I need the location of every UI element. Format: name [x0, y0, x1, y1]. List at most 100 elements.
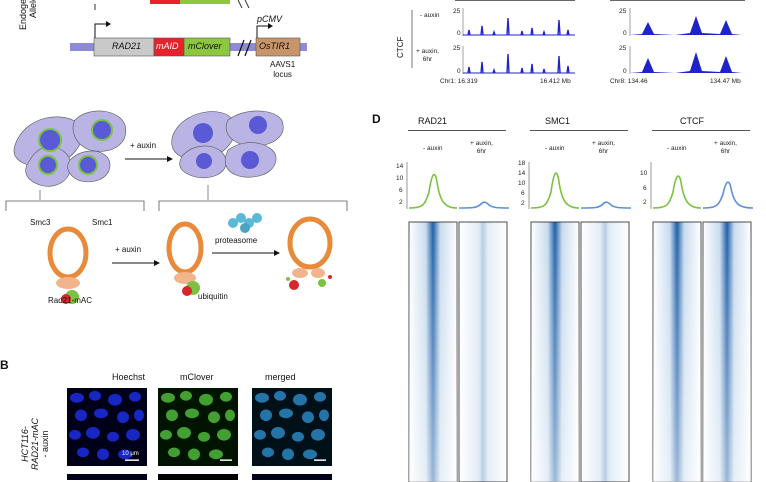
rad21-tick-2: 6	[399, 187, 403, 194]
row-label-line2: RAD21-mAC	[30, 417, 40, 470]
rad21-plus-line1: + auxin,	[470, 140, 493, 147]
ctcf-plus-label: + auxin, 6hr	[714, 140, 737, 156]
gene-maid: mAID	[156, 41, 179, 51]
track2-ymin: 0	[457, 68, 461, 75]
heatmap-rad21-minus	[408, 221, 458, 482]
bracket-right	[158, 200, 348, 211]
degradation-arrow	[212, 250, 280, 256]
group-rule-smc1	[530, 130, 628, 131]
micrograph-row2-mclover	[158, 474, 238, 480]
track1-ymin: 0	[457, 30, 461, 37]
panel-c-top-rule-1	[455, 0, 575, 1]
micrograph-merged	[252, 388, 332, 466]
smc1-tick-1: 14	[518, 170, 526, 177]
smc1-tick-4: 2	[521, 200, 525, 207]
chr8-start: Chr8: 134.46	[610, 78, 648, 85]
locus-label: AAVS1 locus	[270, 60, 295, 80]
track-chr1-minus	[462, 8, 575, 36]
promoter-pcmv: pCMV	[257, 14, 283, 24]
track3-ymin: 0	[623, 30, 627, 37]
cohesin-ring-degraded	[286, 216, 333, 290]
profiles-smc1	[528, 162, 632, 209]
heatmap-ctcf-plus	[702, 221, 752, 482]
ctcf-bracket	[411, 10, 413, 68]
col-mclover: mClover	[180, 372, 214, 382]
chr8-end: 134.47 Mb	[710, 78, 741, 85]
chr1-end: 16.412 Mb	[540, 78, 571, 85]
ctcf-side-label: CTCF	[396, 36, 405, 58]
locus-line2: locus	[273, 70, 292, 79]
row-label-line1: HCT116-	[20, 426, 30, 462]
proteasome-label: proteasome	[215, 236, 258, 245]
rad21-mac-label: Rad21-mAC	[48, 296, 93, 305]
auxin-label-bottom: + auxin	[115, 245, 142, 254]
chr1-start: Chr1: 16.319	[440, 78, 478, 85]
ctcf-minus-label: - auxin	[667, 145, 687, 152]
rad21-minus-label: - auxin	[423, 145, 443, 152]
col-merged: merged	[265, 372, 296, 382]
heatmap-rad21-plus	[458, 221, 508, 482]
profiles-ctcf	[650, 162, 754, 209]
profiles-rad21	[406, 162, 510, 209]
gene-ostir1: OsTIR1	[259, 41, 291, 51]
track3-ymax: 25	[619, 8, 627, 15]
cohesin-ring-intact	[47, 226, 89, 304]
smc1-tick-2: 10	[518, 180, 526, 187]
panel-c-top-rule-2	[610, 0, 745, 1]
ubiquitin-label: ubiquitin	[198, 292, 228, 301]
group-rule-rad21	[408, 130, 506, 131]
row-label-minus-auxin: HCT116- RAD21-mAC - auxin	[20, 418, 50, 470]
ctcf-tick-1: 6	[643, 185, 647, 192]
smc1-minus-label: - auxin	[545, 145, 565, 152]
rad21-plus-line2: 6hr	[476, 148, 487, 155]
group-title-smc1: SMC1	[545, 116, 571, 126]
smc1-tick-3: 6	[521, 190, 525, 197]
micrograph-hoechst	[67, 388, 147, 466]
cells-before	[13, 110, 127, 200]
gene-rad21: RAD21	[112, 41, 142, 51]
col-hoechst: Hoechst	[112, 372, 146, 382]
gene-mclover: mClover	[188, 41, 222, 51]
group-rule-ctcf	[652, 130, 750, 131]
panel-d-letter: D	[372, 112, 381, 126]
auxin-label-top: + auxin	[130, 141, 157, 150]
ctcf-plus-line2: 6hr	[720, 148, 731, 155]
track-chr8-minus	[629, 8, 742, 36]
bracket-left	[5, 200, 145, 211]
ctcf-tick-2: 2	[643, 199, 647, 206]
smc1-plus-line2: 6hr	[598, 148, 609, 155]
group-title-ctcf: CTCF	[680, 116, 704, 126]
smc1-tick-0: 18	[518, 160, 526, 167]
locus-line1: AAVS1	[270, 60, 296, 69]
track-label-plus-line2: 6hr	[422, 56, 433, 63]
smc1-plus-line1: + auxin,	[592, 140, 615, 147]
side-label-line2: Alleles	[28, 0, 38, 18]
ctcf-plus-line1: + auxin,	[714, 140, 737, 147]
smc3-label: Smc3	[30, 218, 51, 227]
rad21-tick-3: 2	[399, 199, 403, 206]
micrograph-mclover	[158, 388, 238, 466]
track1-ymax: 25	[453, 8, 461, 15]
rad21-tick-0: 14	[396, 163, 404, 170]
track4-ymax: 25	[619, 45, 627, 52]
heatmap-ctcf-minus	[652, 221, 702, 482]
ctcf-tick-0: 10	[640, 170, 648, 177]
cohesin-ring-ubiquitin	[166, 221, 204, 296]
top-allele-fragment	[94, 0, 250, 10]
group-title-rad21: RAD21	[418, 116, 448, 126]
allele-construct	[70, 21, 307, 57]
track-label-minus: - auxin	[420, 12, 440, 19]
side-label-line1: Endogenous	[18, 0, 28, 30]
micrograph-row2-merged	[252, 474, 332, 480]
track4-ymin: 0	[623, 68, 627, 75]
heatmap-smc1-minus	[530, 221, 580, 482]
row-label-line3: - auxin	[40, 430, 50, 458]
alleles-side-label: Endogenous Alleles	[18, 0, 38, 30]
auxin-arrow-top	[125, 156, 173, 162]
smc1-plus-label: + auxin, 6hr	[592, 140, 615, 156]
proteasome-icon	[228, 213, 262, 233]
panel-b-letter: B	[0, 358, 9, 372]
smc1-label: Smc1	[92, 218, 113, 227]
micrograph-row2-hoechst	[67, 474, 147, 480]
cells-after	[171, 110, 284, 200]
